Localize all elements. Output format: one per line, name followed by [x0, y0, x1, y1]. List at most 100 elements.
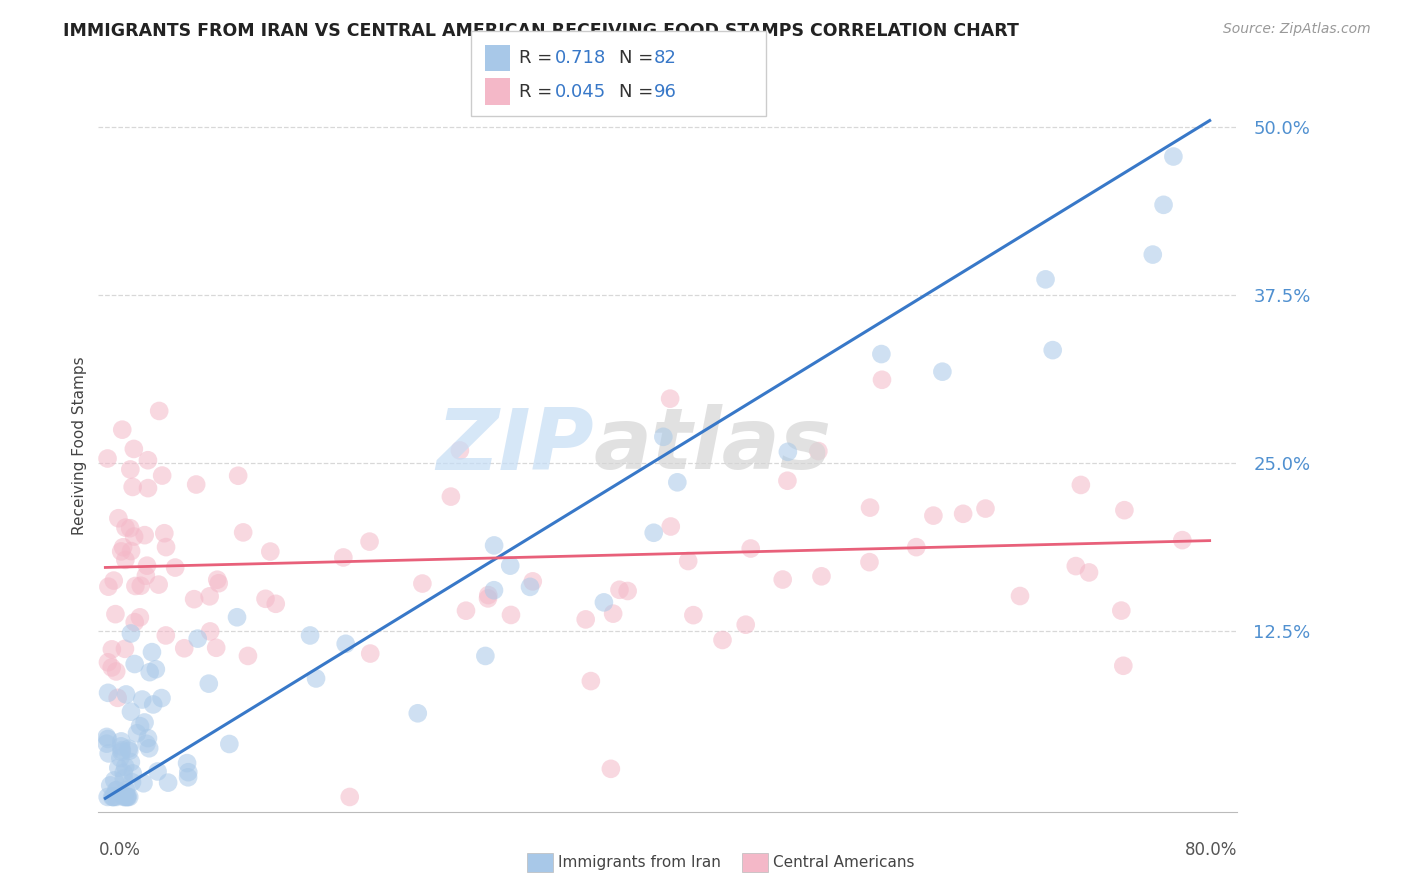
Point [332, 550, 354, 565]
Point [226, 468, 249, 483]
Point [135, 737, 157, 751]
Point [115, 789, 138, 804]
Point [165, 560, 187, 574]
Point [477, 588, 499, 602]
Point [659, 519, 682, 533]
Point [1078, 566, 1101, 580]
Point [734, 617, 756, 632]
Point [666, 475, 689, 490]
Point [259, 544, 281, 558]
Point [477, 591, 499, 606]
Point [575, 612, 598, 626]
Point [101, 642, 124, 657]
Point [103, 574, 125, 588]
Point [138, 741, 160, 756]
Y-axis label: Receiving Food Stamps: Receiving Food Stamps [72, 357, 87, 535]
Point [136, 558, 159, 573]
Point [114, 641, 136, 656]
Text: 0.045: 0.045 [555, 83, 606, 101]
Point [519, 580, 541, 594]
Point [117, 741, 139, 756]
Point [98, 778, 121, 792]
Point [115, 789, 138, 804]
Point [682, 608, 704, 623]
Point [97, 747, 120, 761]
Point [129, 719, 152, 733]
Point [173, 641, 195, 656]
Point [107, 690, 129, 705]
Point [103, 789, 125, 804]
Point [1142, 247, 1164, 261]
Point [131, 692, 153, 706]
Point [616, 584, 638, 599]
Point [974, 501, 997, 516]
Point [711, 632, 734, 647]
Point [155, 540, 177, 554]
Text: IMMIGRANTS FROM IRAN VS CENTRAL AMERICAN RECEIVING FOOD STAMPS CORRELATION CHART: IMMIGRANTS FROM IRAN VS CENTRAL AMERICAN… [63, 22, 1019, 40]
Point [1112, 658, 1135, 673]
Text: R =: R = [519, 83, 558, 101]
Point [97, 580, 120, 594]
Point [183, 592, 205, 607]
Point [107, 511, 129, 525]
Text: N =: N = [619, 49, 658, 67]
Point [652, 430, 675, 444]
Point [124, 615, 146, 629]
Point [128, 610, 150, 624]
Point [145, 662, 167, 676]
Point [121, 775, 143, 789]
Point [150, 468, 173, 483]
Text: Immigrants from Iran: Immigrants from Iran [558, 855, 721, 870]
Point [115, 688, 138, 702]
Point [96, 737, 118, 751]
Point [120, 705, 142, 719]
Point [148, 404, 170, 418]
Point [110, 751, 132, 765]
Point [132, 776, 155, 790]
Point [1042, 343, 1064, 358]
Point [1035, 272, 1057, 286]
Point [141, 645, 163, 659]
Point [205, 640, 228, 655]
Point [740, 541, 762, 556]
Point [97, 655, 120, 669]
Text: atlas: atlas [593, 404, 832, 488]
Point [359, 534, 381, 549]
Point [153, 526, 176, 541]
Point [96, 730, 118, 744]
Point [111, 743, 134, 757]
Point [138, 665, 160, 680]
Point [110, 739, 132, 754]
Point [101, 789, 124, 804]
Point [609, 582, 631, 597]
Point [602, 607, 624, 621]
Point [176, 756, 198, 770]
Point [870, 373, 893, 387]
Point [105, 789, 128, 804]
Point [100, 660, 122, 674]
Point [264, 597, 287, 611]
Point [105, 665, 128, 679]
Point [96, 451, 118, 466]
Point [136, 731, 159, 745]
Point [218, 737, 240, 751]
Text: 96: 96 [654, 83, 676, 101]
Point [124, 579, 146, 593]
Text: Source: ZipAtlas.com: Source: ZipAtlas.com [1223, 22, 1371, 37]
Point [406, 706, 429, 721]
Point [1153, 198, 1175, 212]
Point [134, 528, 156, 542]
Point [305, 672, 328, 686]
Point [339, 789, 361, 804]
Point [121, 766, 143, 780]
Point [772, 573, 794, 587]
Point [110, 734, 132, 748]
Point [676, 554, 699, 568]
Point [1163, 149, 1185, 163]
Point [97, 686, 120, 700]
Point [1114, 503, 1136, 517]
Text: 80.0%: 80.0% [1185, 841, 1237, 859]
Point [482, 538, 505, 552]
Point [146, 764, 169, 779]
Point [232, 525, 254, 540]
